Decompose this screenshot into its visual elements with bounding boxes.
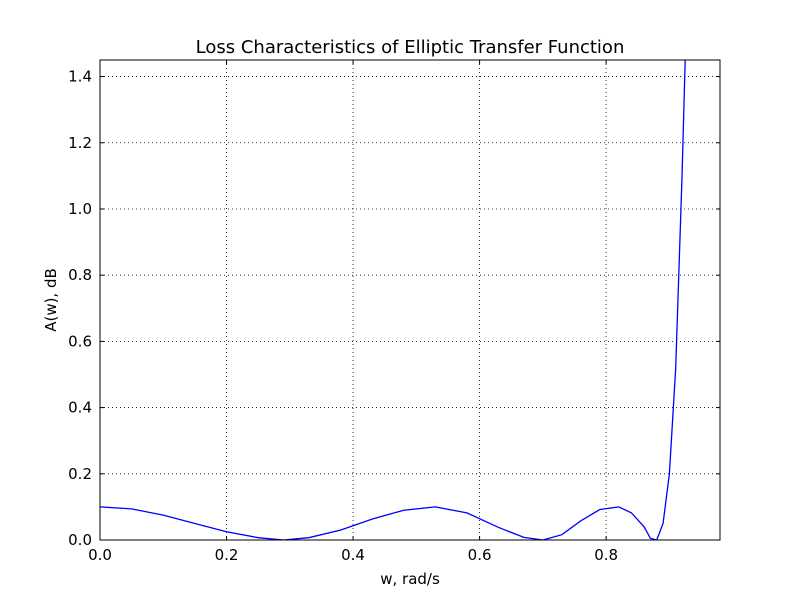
x-tick-label: 0.2	[215, 546, 239, 564]
y-tick-label: 0.2	[68, 465, 92, 483]
y-tick-label: 0.6	[68, 332, 92, 350]
x-tick-label: 0.4	[341, 546, 365, 564]
series-line	[100, 60, 686, 540]
grid	[100, 60, 720, 540]
x-tick-label: 0.8	[594, 546, 618, 564]
x-tick-label: 0.6	[468, 546, 492, 564]
y-axis-label: A(w), dB	[42, 268, 60, 332]
x-axis-label: w, rad/s	[380, 570, 440, 588]
y-tick-label: 0.8	[68, 266, 92, 284]
series-layer	[100, 60, 686, 540]
y-tick-label: 0.0	[68, 531, 92, 549]
plot-frame	[99, 59, 721, 541]
y-tick-label: 1.0	[68, 200, 92, 218]
chart-title: Loss Characteristics of Elliptic Transfe…	[196, 37, 625, 58]
x-tick-label: 0.0	[88, 546, 112, 564]
y-tick-label: 0.4	[68, 399, 92, 417]
y-tick-label: 1.4	[68, 68, 92, 86]
ticks: 0.0 0.2 0.4 0.6 0.8 0.0 0.2 0.4 0.6 0.8 1.0 1.2 1.4	[68, 60, 720, 564]
y-tick-label: 1.2	[68, 134, 92, 152]
